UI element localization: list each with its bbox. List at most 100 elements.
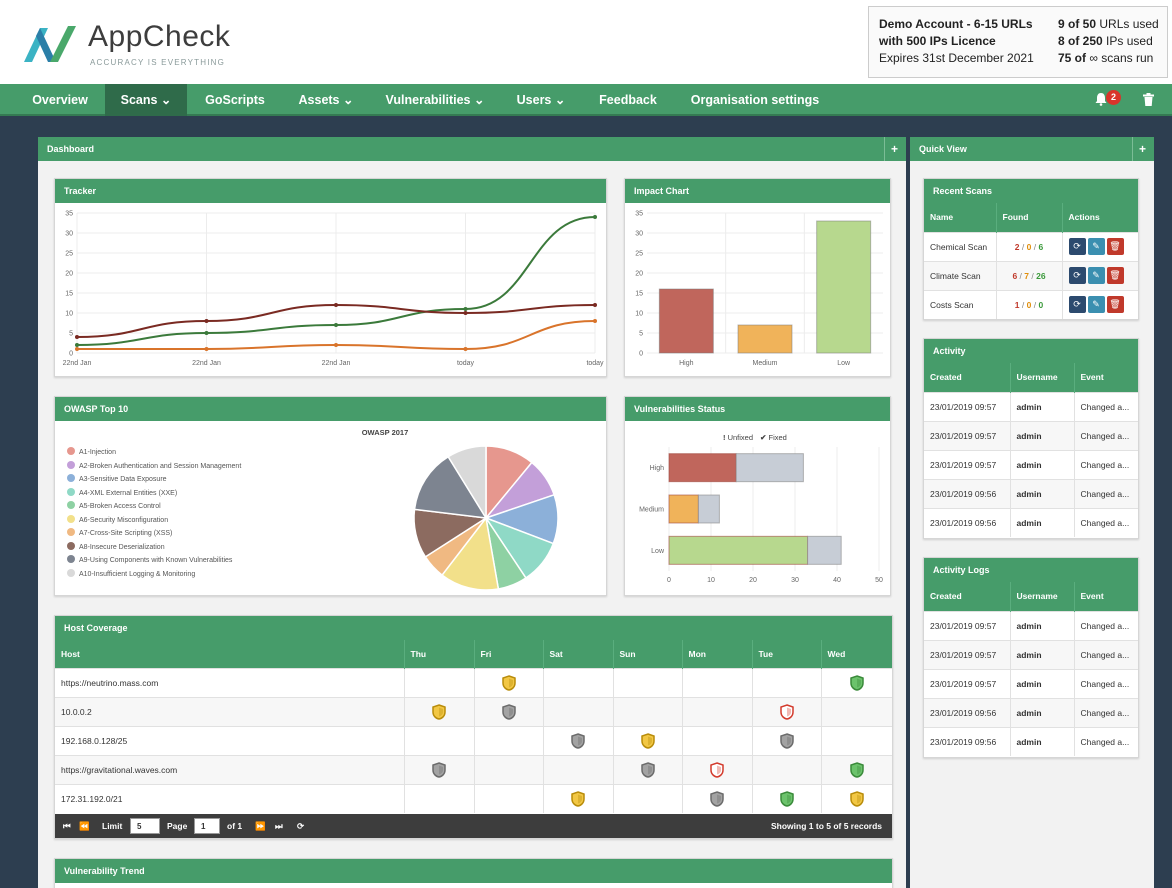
col-sun[interactable]: Sun [613,640,683,668]
col-event[interactable]: Event [1074,363,1138,392]
delete-trash-icon[interactable]: 🗑 [1106,267,1124,284]
rescan-icon[interactable]: ⟳ [1068,267,1086,284]
recent-scan-row[interactable]: Chemical Scan 2 / 0 / 6 ⟳ ✎ 🗑 [924,231,1138,261]
activity-row[interactable]: 23/01/2019 09:57 admin Changed a... [924,420,1138,450]
username[interactable]: admin [1010,420,1075,450]
activity-row[interactable]: 23/01/2019 09:56 admin Changed a... [924,507,1138,537]
next-page-icon[interactable]: ⏩ [255,821,266,831]
nav-organisation-settings[interactable]: Organisation settings [690,93,820,107]
owasp-legend-item[interactable]: A4-XML External Entities (XXE) [67,487,177,497]
rescan-icon[interactable]: ⟳ [1068,238,1086,255]
delete-trash-icon[interactable]: 🗑 [1106,296,1124,314]
username[interactable]: admin [1010,391,1075,421]
col-wed[interactable]: Wed [821,640,892,668]
scan-name[interactable]: Climate Scan [924,260,997,290]
col-sat[interactable]: Sat [543,640,614,668]
recent-scan-row[interactable]: Costs Scan 1 / 0 / 0 ⟳ ✎ 🗑 [924,289,1138,319]
activity-log-row[interactable]: 23/01/2019 09:57 admin Changed a... [924,639,1138,669]
owasp-legend-item[interactable]: A7-Cross-Site Scripting (XSS) [67,528,172,537]
username[interactable]: admin [1010,610,1075,640]
trash-icon[interactable] [1143,84,1154,116]
nav-users[interactable]: Users ⌄ [516,93,566,107]
recent-scan-row[interactable]: Climate Scan 6 / 7 / 26 ⟳ ✎ 🗑 [924,260,1138,290]
shield-green-icon[interactable] [850,674,864,691]
shield-gray-icon[interactable] [640,761,655,778]
host-row[interactable]: 172.31.192.0/21 [55,783,892,813]
username[interactable]: admin [1010,507,1075,537]
activity-row[interactable]: 23/01/2019 09:57 admin Changed a... [924,391,1138,421]
owasp-legend-item[interactable]: A2-Broken Authentication and Session Man… [67,460,241,470]
bell-icon[interactable] [1094,84,1108,116]
owasp-legend-item[interactable]: A8-Insecure Deserialization [67,541,165,551]
nav-vulnerabilities[interactable]: Vulnerabilities ⌄ [385,93,485,107]
activity-log-row[interactable]: 23/01/2019 09:57 admin Changed a... [924,610,1138,640]
owasp-legend-item[interactable]: A5-Broken Access Control [67,501,161,510]
host-row[interactable]: 10.0.0.2 [55,696,892,726]
shield-gray-icon[interactable] [710,790,724,807]
shield-gray-icon[interactable] [501,703,516,720]
rescan-icon[interactable]: ⟳ [1068,296,1086,314]
username[interactable]: admin [1010,726,1075,756]
shield-yellow-icon[interactable] [501,674,516,691]
nav-goscripts[interactable]: GoScripts [205,93,265,107]
refresh-icon[interactable]: ⟳ [297,821,305,831]
activity-log-row[interactable]: 23/01/2019 09:56 admin Changed a... [924,697,1138,727]
nav-overview[interactable]: Overview [32,93,88,107]
activity-log-row[interactable]: 23/01/2019 09:57 admin Changed a... [924,668,1138,698]
edit-pencil-icon[interactable]: ✎ [1087,296,1105,314]
col-found[interactable]: Found [996,203,1063,232]
prev-page-icon[interactable]: ⏪ [79,821,90,831]
last-page-icon[interactable]: ⏭ [275,821,283,831]
col-fri[interactable]: Fri [474,640,544,668]
col-thu[interactable]: Thu [404,640,475,668]
activity-log-row[interactable]: 23/01/2019 09:56 admin Changed a... [924,726,1138,756]
host-row[interactable]: 192.168.0.128/25 [55,725,892,755]
shield-green-icon[interactable] [779,790,794,807]
owasp-legend-item[interactable]: A9-Using Components with Known Vulnerabi… [67,555,232,564]
col-tue[interactable]: Tue [752,640,822,668]
host-row[interactable]: https://neutrino.mass.com [55,667,892,697]
col-created[interactable]: Created [924,363,1011,392]
nav-feedback[interactable]: Feedback [599,93,657,107]
limit-input[interactable]: 5 [130,818,160,834]
scan-name[interactable]: Costs Scan [924,289,997,319]
shield-gray-icon[interactable] [779,732,794,749]
username[interactable]: admin [1010,697,1075,727]
col-username[interactable]: Username [1010,363,1075,392]
shield-red-icon[interactable] [710,761,724,778]
username[interactable]: admin [1010,449,1075,479]
username[interactable]: admin [1010,668,1075,698]
edit-pencil-icon[interactable]: ✎ [1087,238,1105,255]
col-name[interactable]: Name [924,203,997,232]
col-event[interactable]: Event [1074,582,1138,611]
shield-yellow-icon[interactable] [640,732,655,749]
scan-name[interactable]: Chemical Scan [924,231,997,261]
delete-trash-icon[interactable]: 🗑 [1106,238,1124,255]
first-page-icon[interactable]: ⏮ [63,821,71,831]
owasp-legend-item[interactable]: A6-Security Misconfiguration [67,514,168,524]
quick-view-add-plus-icon[interactable]: + [1132,137,1152,161]
shield-gray-icon[interactable] [432,761,446,778]
owasp-legend-item[interactable]: A10-Insufficient Logging & Monitoring [67,568,195,578]
nav-scans[interactable]: Scans ⌄ [105,84,187,116]
username[interactable]: admin [1010,639,1075,669]
edit-pencil-icon[interactable]: ✎ [1087,267,1105,284]
col-mon[interactable]: Mon [682,640,753,668]
username[interactable]: admin [1010,478,1075,508]
col-host[interactable]: Host [55,640,405,668]
activity-row[interactable]: 23/01/2019 09:57 admin Changed a... [924,449,1138,479]
col-actions[interactable]: Actions [1062,203,1138,232]
shield-red-icon[interactable] [779,703,794,720]
shield-yellow-icon[interactable] [571,790,585,807]
col-username[interactable]: Username [1010,582,1075,611]
page-input[interactable]: 1 [194,818,220,834]
owasp-legend-item[interactable]: A3-Sensitive Data Exposure [67,474,167,483]
owasp-legend-item[interactable]: A1-Injection [67,447,116,456]
activity-row[interactable]: 23/01/2019 09:56 admin Changed a... [924,478,1138,508]
shield-gray-icon[interactable] [571,732,585,749]
appcheck-logo[interactable]: AppCheck ACCURACY IS EVERYTHING [20,20,230,68]
dashboard-add-plus-icon[interactable]: + [884,137,904,161]
shield-green-icon[interactable] [850,761,864,778]
shield-yellow-icon[interactable] [850,790,864,807]
col-created[interactable]: Created [924,582,1011,611]
